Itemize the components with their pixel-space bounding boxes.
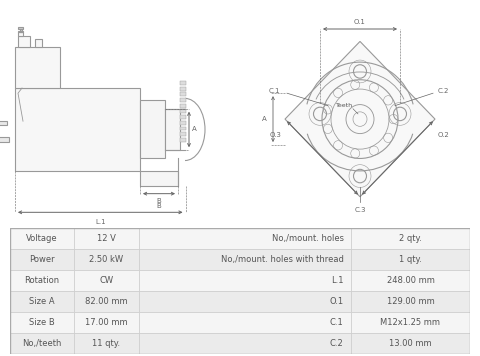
Text: C.1: C.1: [268, 88, 280, 94]
Text: No,/mount. holes: No,/mount. holes: [272, 234, 344, 243]
Bar: [180, 104, 185, 108]
Bar: [10, 228, 74, 249]
Text: O.1: O.1: [330, 297, 344, 306]
Bar: [350, 312, 470, 333]
Text: L.1: L.1: [331, 276, 344, 285]
Text: 129.00 mm: 129.00 mm: [386, 297, 434, 306]
Bar: [180, 98, 185, 102]
Text: Rotation: Rotation: [24, 276, 60, 285]
Bar: [139, 312, 350, 333]
Bar: [180, 121, 185, 125]
Bar: [20, 29, 22, 32]
Text: O.2: O.2: [438, 132, 450, 138]
Bar: [139, 249, 350, 270]
Bar: [18, 27, 23, 29]
Text: Size A: Size A: [29, 297, 55, 306]
Text: C.1: C.1: [330, 318, 344, 327]
Text: C.3: C.3: [354, 207, 366, 213]
Text: No,/teeth: No,/teeth: [22, 339, 61, 348]
Bar: [139, 333, 350, 354]
Text: A: A: [262, 116, 267, 122]
Bar: [10, 249, 74, 270]
Text: 2.50 kW: 2.50 kW: [89, 255, 123, 264]
Bar: [10, 333, 74, 354]
Bar: [74, 228, 139, 249]
Text: Teeth: Teeth: [336, 103, 354, 108]
Bar: [74, 312, 139, 333]
Bar: [139, 291, 350, 312]
Bar: [350, 291, 470, 312]
Polygon shape: [285, 41, 435, 197]
Text: C.2: C.2: [330, 339, 344, 348]
Text: 11 qty.: 11 qty.: [92, 339, 120, 348]
Text: Power: Power: [29, 255, 55, 264]
Bar: [74, 333, 139, 354]
Bar: [0, 121, 7, 125]
Text: No,/mount. holes with thread: No,/mount. holes with thread: [221, 255, 344, 264]
Bar: [18, 31, 23, 32]
Bar: [139, 228, 350, 249]
Bar: [15, 88, 140, 171]
Text: 248.00 mm: 248.00 mm: [386, 276, 434, 285]
Bar: [350, 333, 470, 354]
Text: Size B: Size B: [29, 318, 55, 327]
Bar: [180, 126, 185, 131]
Bar: [180, 132, 185, 136]
Text: 1 qty.: 1 qty.: [399, 255, 422, 264]
Bar: [180, 138, 185, 142]
Text: Voltage: Voltage: [26, 234, 58, 243]
Bar: [350, 249, 470, 270]
Text: CW: CW: [99, 276, 113, 285]
Bar: [139, 270, 350, 291]
Bar: [350, 228, 470, 249]
Bar: [140, 171, 178, 187]
Bar: [180, 92, 185, 96]
Bar: [180, 109, 185, 114]
Text: B: B: [156, 198, 161, 204]
Text: M12x1.25 mm: M12x1.25 mm: [381, 318, 441, 327]
Text: O.1: O.1: [354, 19, 366, 25]
Bar: [180, 81, 185, 85]
Text: L.1: L.1: [95, 219, 106, 225]
Bar: [15, 47, 60, 88]
Bar: [10, 312, 74, 333]
Text: 2 qty.: 2 qty.: [399, 234, 422, 243]
Bar: [74, 270, 139, 291]
Bar: [180, 115, 185, 119]
Bar: [74, 291, 139, 312]
Text: 17.00 mm: 17.00 mm: [85, 318, 128, 327]
Text: O.3: O.3: [270, 132, 282, 138]
Bar: [165, 109, 180, 150]
Bar: [74, 249, 139, 270]
Text: 12 V: 12 V: [97, 234, 116, 243]
Text: B: B: [156, 203, 161, 209]
Bar: [18, 32, 23, 36]
Bar: [10, 291, 74, 312]
Bar: [140, 100, 165, 158]
Text: C.2: C.2: [438, 88, 449, 94]
Bar: [10, 270, 74, 291]
Bar: [35, 40, 42, 47]
Text: 13.00 mm: 13.00 mm: [389, 339, 432, 348]
Bar: [18, 36, 30, 47]
Bar: [180, 87, 185, 91]
Bar: [0, 137, 9, 142]
Text: 82.00 mm: 82.00 mm: [85, 297, 128, 306]
Text: A: A: [192, 126, 197, 132]
Bar: [350, 270, 470, 291]
